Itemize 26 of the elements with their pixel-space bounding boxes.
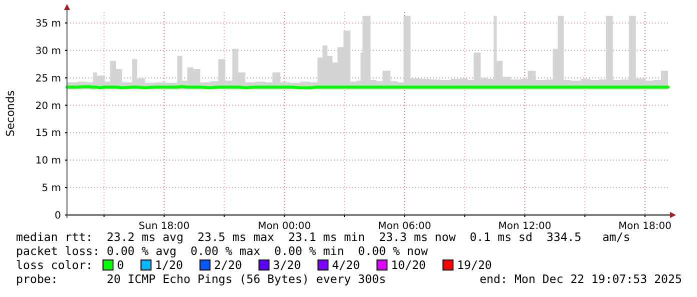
legend-label: 10/20 [391,258,426,272]
legend-label: 0 [117,258,124,272]
y-tick-label: 30 m [35,46,61,57]
x-tick-label: Mon 00:00 [258,221,311,232]
text: packet loss: 0.00 % avg 0.00 % max 0.00 % min 0.00 % now [16,244,428,258]
text: end: Mon Dec 22 19:07:53 2025 [480,272,682,286]
y-tick-label: 35 m [35,18,61,30]
y-tick-label: 25 m [35,73,61,84]
text: median rtt: 23.2 ms avg 23.5 ms max 23.1 ms min 23.3 ms now 0.1 ms sd 334.5 am/s [16,230,630,244]
legend-title: loss color: [16,258,93,272]
legend-label: 4/20 [332,258,360,272]
y-tick-label: 10 m [35,156,61,167]
x-tick-label: Mon 06:00 [378,221,432,232]
legend-label: 1/20 [155,258,183,272]
y-tick-label: 15 m [35,128,61,140]
legend-label: 19/20 [457,258,492,272]
y-axis-title: Seconds [4,90,17,137]
y-tick-label: 0 [54,210,61,222]
x-tick-label: Sun 18:00 [138,221,190,232]
x-tick-label: Mon 12:00 [498,221,552,232]
legend-label: 3/20 [273,258,301,272]
x-tick-label: Mon 18:00 [618,221,672,232]
text: probe: 20 ICMP Echo Pings (56 Bytes) every 300s [16,272,386,286]
y-tick-label: 5 m [42,183,61,194]
y-tick-label: 20 m [35,100,61,112]
legend-label: 2/20 [214,258,242,272]
